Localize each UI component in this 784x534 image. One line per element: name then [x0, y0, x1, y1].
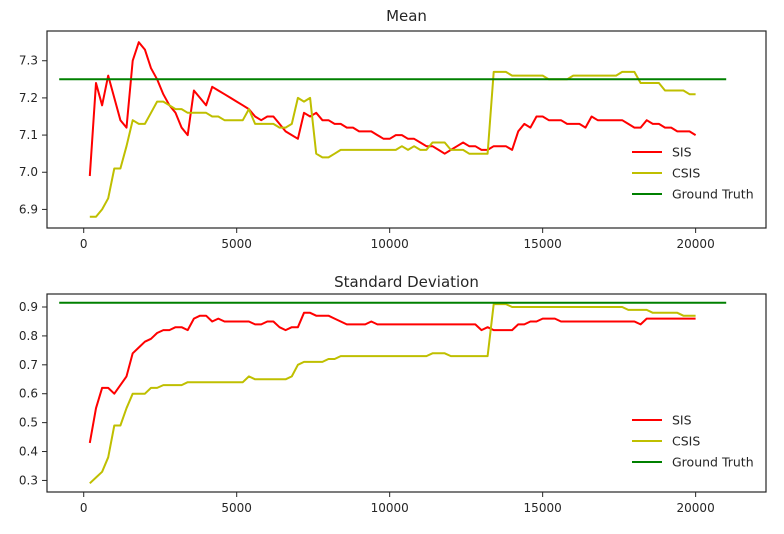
legend-label-sis: SIS — [672, 145, 692, 160]
legend-label-csis: CSIS — [672, 166, 700, 181]
legend-label-ground-truth: Ground Truth — [672, 455, 754, 470]
x-tick-label: 5000 — [221, 501, 252, 515]
mean-panel: Mean 0 5000 10000 15000 20000 6.9 7.0 7.1 7.2 7.3 S… — [19, 7, 767, 251]
y-tick-label: 0.5 — [19, 416, 38, 430]
legend-label-sis: SIS — [672, 413, 692, 428]
plot-frame — [46, 30, 767, 229]
standard-deviation-panel: Standard Deviation 0 5000 10000 15000 20000 0.… — [19, 273, 767, 515]
x-tick-label: 0 — [80, 501, 88, 515]
x-tick-label: 5000 — [221, 237, 252, 251]
x-tick-label: 15000 — [524, 237, 562, 251]
y-tick-label: 7.0 — [19, 165, 38, 179]
legend-label-ground-truth: Ground Truth — [672, 187, 754, 202]
y-tick-label: 0.4 — [19, 445, 38, 459]
y-tick-label: 0.6 — [19, 387, 38, 401]
y-tick-label: 0.3 — [19, 473, 38, 487]
legend-label-csis: CSIS — [672, 434, 700, 449]
series-line-sis — [88, 311, 696, 444]
series-line-csis — [89, 70, 696, 218]
y-tick-label: 7.2 — [19, 91, 38, 105]
y-tick-label: 0.7 — [19, 358, 38, 372]
x-tick-label: 0 — [80, 237, 88, 251]
plot-frame — [46, 293, 767, 493]
x-tick-label: 20000 — [677, 501, 715, 515]
series-line-csis — [89, 303, 696, 485]
x-tick-label: 20000 — [677, 237, 715, 251]
y-tick-label: 0.9 — [19, 300, 38, 314]
chart-title: Mean — [386, 7, 427, 25]
y-tick-label: 7.1 — [19, 128, 38, 142]
y-tick-label: 6.9 — [19, 202, 38, 216]
y-tick-label: 7.3 — [19, 54, 38, 68]
x-tick-label: 10000 — [371, 501, 409, 515]
chart-title: Standard Deviation — [334, 273, 479, 291]
x-tick-label: 15000 — [524, 501, 562, 515]
x-tick-label: 10000 — [371, 237, 409, 251]
y-tick-label: 0.8 — [19, 329, 38, 343]
